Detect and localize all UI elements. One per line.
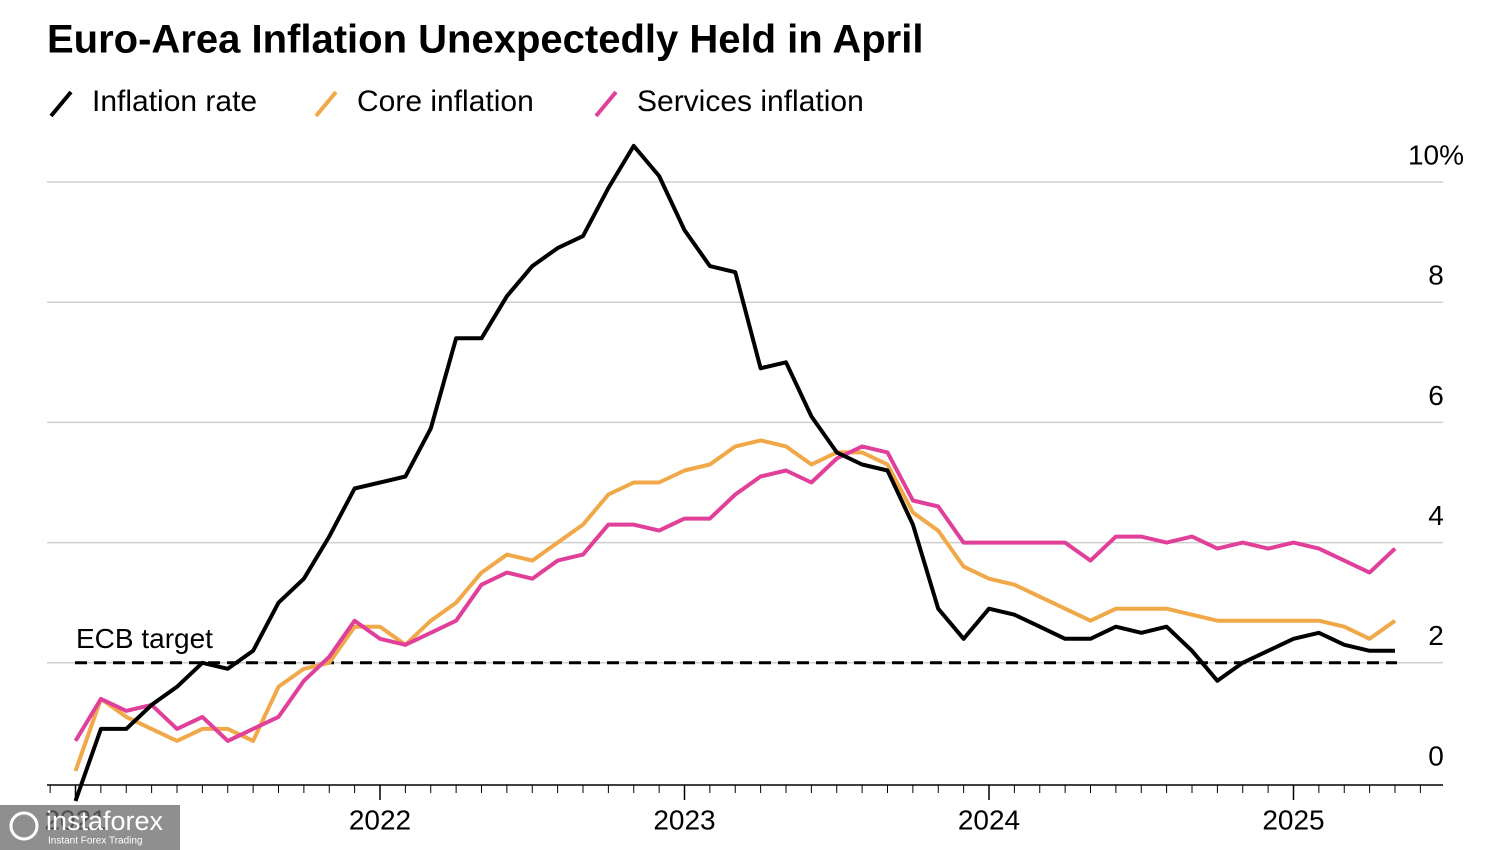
y-tick-label: 10%	[1408, 139, 1464, 170]
y-tick-label: 6	[1428, 380, 1444, 411]
legend-swatch	[314, 90, 338, 118]
y-tick-label: 2	[1428, 620, 1444, 651]
series-line	[73, 444, 1397, 743]
x-tick-label: 2024	[958, 804, 1020, 835]
chart-title: Euro-Area Inflation Unexpectedly Held in…	[47, 18, 923, 62]
watermark-icon	[9, 811, 39, 841]
legend-swatch	[49, 90, 73, 118]
target-label: ECB target	[76, 623, 213, 654]
watermark-name: instaforex	[46, 806, 164, 836]
legend-label: Core inflation	[357, 85, 534, 118]
y-tick-label: 0	[1428, 740, 1444, 771]
watermark-bg	[0, 805, 180, 850]
watermark-tagline: Instant Forex Trading	[48, 836, 143, 847]
x-tick-label: 2025	[1262, 804, 1324, 835]
series-line	[73, 438, 1397, 772]
legend-label: Services inflation	[637, 85, 864, 118]
y-tick-label: 4	[1428, 500, 1444, 531]
legend-label: Inflation rate	[92, 85, 257, 118]
x-tick-label: 2023	[653, 804, 715, 835]
legend-swatch	[594, 90, 618, 118]
y-tick-label: 8	[1428, 260, 1444, 291]
x-tick-label: 2022	[349, 804, 411, 835]
series-line	[73, 143, 1395, 802]
